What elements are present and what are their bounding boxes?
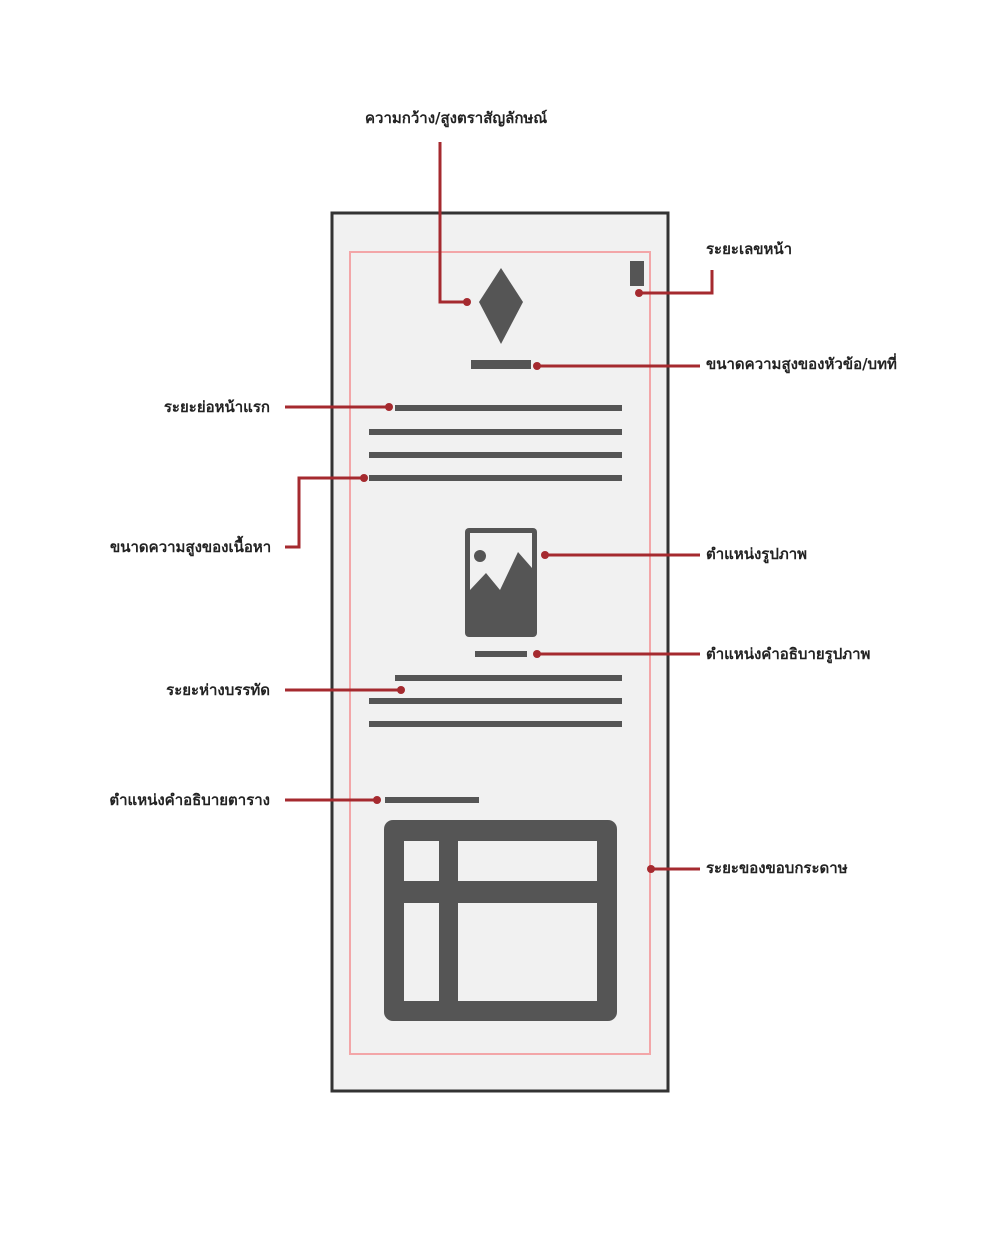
label-page-margin: ระยะของขอบกระดาษ: [706, 859, 848, 877]
callout-dot: [533, 650, 541, 658]
callout-dot: [463, 298, 471, 306]
label-first-line-indent: ระยะย่อหน้าแรก: [163, 398, 270, 416]
text-line: [395, 675, 622, 681]
label-image-caption-position: ตำแหน่งคำอธิบายรูปภาพ: [706, 645, 871, 663]
label-logo-size: ความกว้าง/สูงตราสัญลักษณ์: [365, 109, 548, 127]
label-content-height: ขนาดความสูงของเนื้อหา: [110, 538, 272, 556]
callout-dot: [635, 289, 643, 297]
label-table-caption-position: ตำแหน่งคำอธิบายตาราง: [109, 791, 270, 809]
label-heading-height: ขนาดความสูงของหัวข้อ/บทที่: [706, 355, 897, 373]
image-icon: [465, 528, 537, 637]
callout-dot: [373, 796, 381, 804]
callout-content-height: [285, 476, 364, 549]
callout-dot: [397, 686, 405, 694]
label-line-spacing: ระยะห่างบรรทัด: [166, 681, 270, 699]
callout-page-number: [639, 270, 714, 295]
text-line: [369, 698, 622, 704]
paragraph-2: [369, 675, 622, 727]
callout-dots: [360, 289, 655, 873]
text-line: [395, 405, 622, 411]
paragraph-1: [369, 405, 622, 481]
image-caption-bar: [475, 651, 527, 657]
label-page-number-position: ระยะเลขหน้า: [706, 240, 793, 258]
heading-bar: [471, 360, 531, 369]
callout-dot: [647, 865, 655, 873]
text-line: [369, 452, 622, 458]
text-line: [369, 429, 622, 435]
callout-dot: [360, 474, 368, 482]
text-line: [369, 475, 622, 481]
table-icon: [384, 820, 617, 1021]
callout-dot: [533, 362, 541, 370]
table-caption-bar: [385, 797, 479, 803]
page-number-block: [630, 261, 644, 286]
label-image-position: ตำแหน่งรูปภาพ: [706, 545, 808, 563]
callout-dot: [385, 403, 393, 411]
callout-lines: [285, 142, 714, 871]
text-line: [369, 721, 622, 727]
callout-logo-size: [438, 142, 467, 304]
callout-dot: [541, 551, 549, 559]
logo-diamond: [479, 268, 523, 344]
